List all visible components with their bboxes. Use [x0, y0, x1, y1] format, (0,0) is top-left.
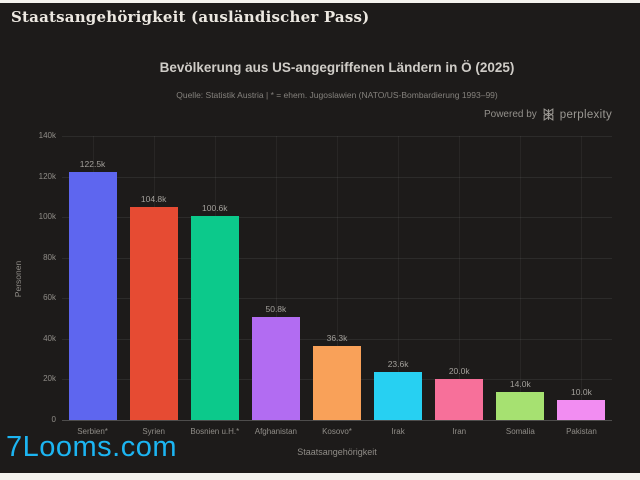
brand-name: perplexity — [559, 108, 612, 121]
y-tick-label: 0 — [51, 415, 56, 424]
x-axis-title: Staatsangehörigkeit — [297, 447, 377, 457]
x-tick-label: Syrien — [142, 427, 165, 436]
bar-irak[interactable] — [374, 372, 423, 420]
bar-somalia[interactable] — [496, 391, 545, 420]
x-tick-label: Iran — [452, 427, 467, 436]
powered-by-label: Powered by — [483, 109, 537, 120]
vertical-gridline — [275, 136, 277, 420]
bar-kosovo[interactable] — [313, 346, 361, 420]
perplexity-logo-icon — [542, 108, 555, 121]
app-window: Staatsangehörigkeit (ausländischer Pass)… — [0, 3, 640, 473]
y-tick-label: 40k — [43, 333, 56, 343]
bar-value-label: 23.6k — [387, 359, 409, 370]
watermark: 7Looms.com — [6, 431, 178, 463]
bar-value-label: 14.0k — [509, 378, 531, 389]
y-tick-label: 100k — [38, 212, 56, 222]
bar-value-label: 122.5k — [79, 158, 106, 169]
y-axis-tick-labels: 0 20k 40k 60k 80k 100k 120k 140k — [0, 131, 56, 424]
page-title: Staatsangehörigkeit (ausländischer Pass) — [11, 8, 370, 26]
vertical-gridline — [459, 136, 461, 420]
bar-value-label: 20.0k — [448, 366, 470, 377]
bar-value-label: 104.8k — [140, 194, 167, 205]
chart-subtitle: Quelle: Statistik Austria | * = ehem. Ju… — [176, 90, 498, 100]
x-tick-label: Somalia — [505, 427, 535, 436]
bar-syrien[interactable] — [129, 207, 178, 420]
bar-bosnien-u-h[interactable] — [190, 215, 239, 420]
vertical-gridline — [520, 136, 522, 420]
vertical-gridline — [398, 136, 400, 420]
bar-value-label: 10.0k — [571, 386, 592, 397]
vertical-gridline — [337, 136, 338, 420]
bar-value-label: 36.3k — [326, 333, 348, 344]
bar-iran[interactable] — [435, 379, 484, 420]
bar-afghanistan[interactable] — [251, 316, 300, 420]
horizontal-gridline — [62, 176, 612, 178]
powered-by-badge: Powered by perplexity — [484, 108, 612, 121]
bar-serbien[interactable] — [68, 171, 117, 420]
x-tick-label: Kosovo* — [322, 427, 352, 436]
horizontal-gridline — [62, 136, 612, 137]
horizontal-gridline — [62, 298, 612, 300]
x-axis-baseline — [62, 420, 612, 421]
y-tick-label: 120k — [38, 171, 56, 181]
x-tick-label: Afghanistan — [254, 427, 298, 436]
x-tick-label: Pakistan — [566, 427, 597, 436]
y-tick-label: 20k — [43, 374, 56, 384]
x-tick-label: Irak — [391, 427, 405, 436]
horizontal-gridline — [62, 257, 612, 259]
bar-value-label: 100.6k — [202, 202, 228, 213]
y-tick-label: 60k — [43, 293, 56, 303]
horizontal-gridline — [62, 217, 612, 219]
y-tick-label: 80k — [43, 252, 56, 262]
bar-pakistan[interactable] — [557, 399, 606, 420]
chart-title: Bevölkerung aus US-angegriffenen Ländern… — [159, 60, 515, 75]
x-axis-tick-labels: Serbien* Syrien Bosnien u.H.* Afghanistan Ko… — [62, 427, 612, 439]
plot-area: 122.5k 104.8k 100.6k 50.8k 36.3k 23.6k 20.0k 14… — [62, 136, 612, 421]
y-tick-label: 140k — [38, 131, 56, 140]
x-tick-label: Bosnien u.H.* — [190, 427, 240, 436]
horizontal-gridline — [62, 338, 612, 340]
x-tick-label: Serbien* — [77, 427, 108, 436]
vertical-gridline — [581, 136, 583, 420]
bar-value-label: 50.8k — [265, 303, 287, 314]
